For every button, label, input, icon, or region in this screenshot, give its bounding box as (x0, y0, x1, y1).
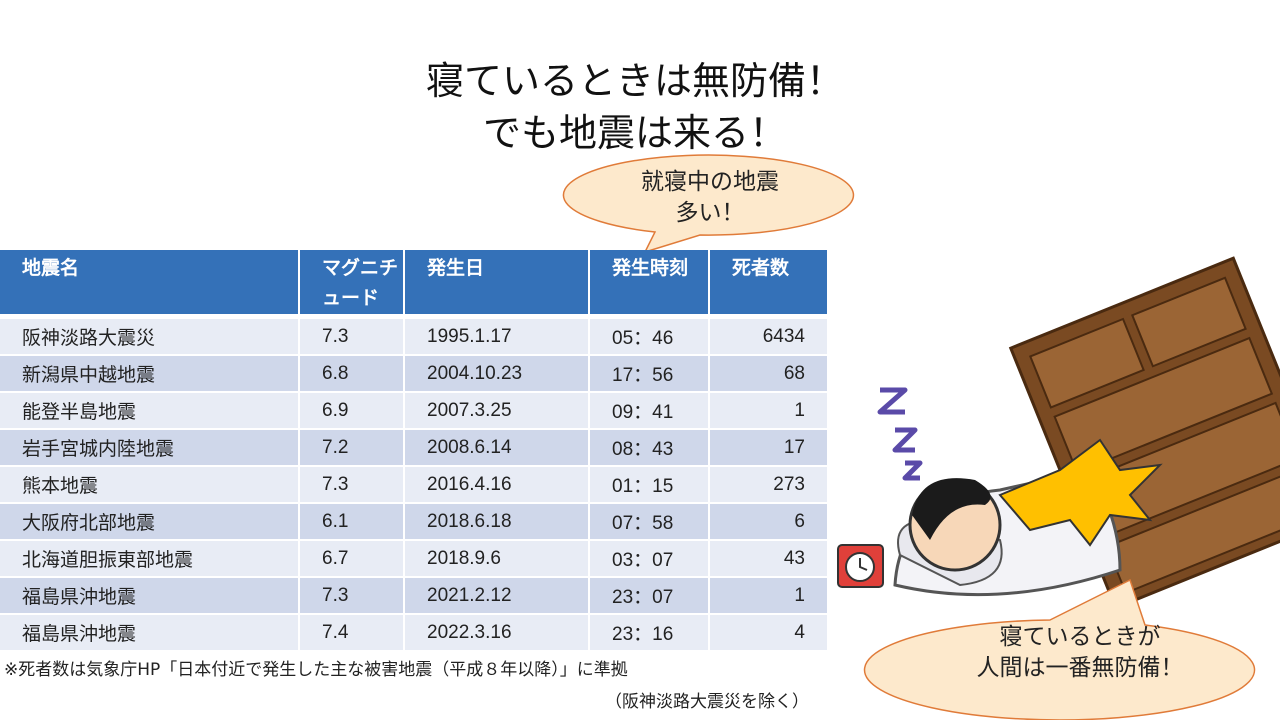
table-row: 熊本地震 7.3 2016.4.16 01：15 273 (0, 466, 829, 504)
table-cell: 05：46 (589, 316, 710, 356)
table-cell: 北海道胆振東部地震 (0, 540, 300, 578)
table-cell: 7.4 (299, 614, 405, 652)
table-cell: 6.7 (299, 540, 405, 578)
table-cell: 福島県沖地震 (0, 614, 300, 652)
table-cell: 09：41 (589, 392, 710, 430)
table-cell: 7.2 (299, 429, 405, 467)
table-row: 福島県沖地震 7.3 2021.2.12 23：07 1 (0, 577, 829, 615)
table-cell: 6.1 (299, 503, 405, 541)
table-cell: 1 (709, 392, 829, 430)
table-cell: 273 (709, 466, 829, 504)
table-cell: 岩手宮城内陸地震 (0, 429, 300, 467)
table-cell: 6434 (709, 316, 829, 356)
table-row: 能登半島地震 6.9 2007.3.25 09：41 1 (0, 392, 829, 430)
callout-text: 就寝中の地震 (641, 169, 779, 195)
table-cell: 6.8 (299, 355, 405, 393)
footnote: （阪神淡路大震災を除く） (605, 692, 809, 712)
clock-hands (859, 558, 868, 571)
header-cell: マグニチュード (299, 250, 405, 319)
callout-text: 多い！ (675, 200, 745, 226)
table-cell: 1 (709, 577, 829, 615)
table-cell: 2008.6.14 (404, 429, 590, 467)
callout-shape (562, 154, 855, 254)
table-row: 新潟県中越地震 6.8 2004.10.23 17：56 68 (0, 355, 829, 393)
table-cell: 4 (709, 614, 829, 652)
table-cell: 福島県沖地震 (0, 577, 300, 615)
header-cell: 死者数 (709, 250, 829, 319)
table-row: 岩手宮城内陸地震 7.2 2008.6.14 08：43 17 (0, 429, 829, 467)
table-cell: 68 (709, 355, 829, 393)
footnote: ※死者数は気象庁HP「日本付近で発生した主な被害地震（平成８年以降）」に準拠 (4, 660, 628, 680)
zzz (877, 387, 923, 481)
table-cell: 17：56 (589, 355, 710, 393)
header-cell: 発生時刻 (589, 250, 710, 319)
table-cell: 23：16 (589, 614, 710, 652)
table-cell: 2016.4.16 (404, 466, 590, 504)
callout-top: 就寝中の地震 多い！ (590, 167, 830, 229)
table-cell: 03：07 (589, 540, 710, 578)
table-cell: 7.3 (299, 466, 405, 504)
title-line: 寝ているときは無防備！ (425, 59, 844, 103)
table-cell: 新潟県中越地震 (0, 355, 300, 393)
callout-shape (863, 578, 1256, 720)
table-cell: 能登半島地震 (0, 392, 300, 430)
impact (998, 438, 1163, 547)
table-cell: 2004.10.23 (404, 355, 590, 393)
table-cell: 6 (709, 503, 829, 541)
header-cell: 発生日 (404, 250, 590, 319)
table-cell: 2018.6.18 (404, 503, 590, 541)
table-row: 大阪府北部地震 6.1 2018.6.18 07：58 6 (0, 503, 829, 541)
table-cell: 7.3 (299, 316, 405, 356)
title-line: でも地震は来る！ (482, 111, 787, 155)
table-cell: 07：58 (589, 503, 710, 541)
table-row: 北海道胆振東部地震 6.7 2018.9.6 03：07 43 (0, 540, 829, 578)
table-cell: 1995.1.17 (404, 316, 590, 356)
table-cell: 6.9 (299, 392, 405, 430)
header-cell: 地震名 (0, 250, 300, 319)
header-row: 地震名 マグニチュード 発生日 発生時刻 死者数 (0, 250, 829, 319)
table-cell: 2007.3.25 (404, 392, 590, 430)
table-cell: 大阪府北部地震 (0, 503, 300, 541)
table-cell: 01：15 (589, 466, 710, 504)
table-row: 福島県沖地震 7.4 2022.3.16 23：16 4 (0, 614, 829, 652)
table-cell: 08：43 (589, 429, 710, 467)
callout-text: 寝ているときが (999, 624, 1161, 650)
table-cell: 7.3 (299, 577, 405, 615)
earthquake-table: 地震名 マグニチュード 発生日 発生時刻 死者数 阪神淡路大震災 7.3 1995.1.17 0… (0, 250, 829, 652)
callout-text: 人間は一番無防備！ (976, 655, 1184, 681)
table-cell: 阪神淡路大震災 (0, 316, 300, 356)
table-cell: 2018.9.6 (404, 540, 590, 578)
table-cell: 2021.2.12 (404, 577, 590, 615)
callout-bottom: 寝ているときが 人間は一番無防備！ (920, 622, 1240, 684)
table-cell: 17 (709, 429, 829, 467)
table-cell: 2022.3.16 (404, 614, 590, 652)
table-cell: 43 (709, 540, 829, 578)
table-row: 阪神淡路大震災 7.3 1995.1.17 05：46 6434 (0, 316, 829, 356)
table-cell: 熊本地震 (0, 466, 300, 504)
hair (912, 478, 991, 540)
table-cell: 23：07 (589, 577, 710, 615)
